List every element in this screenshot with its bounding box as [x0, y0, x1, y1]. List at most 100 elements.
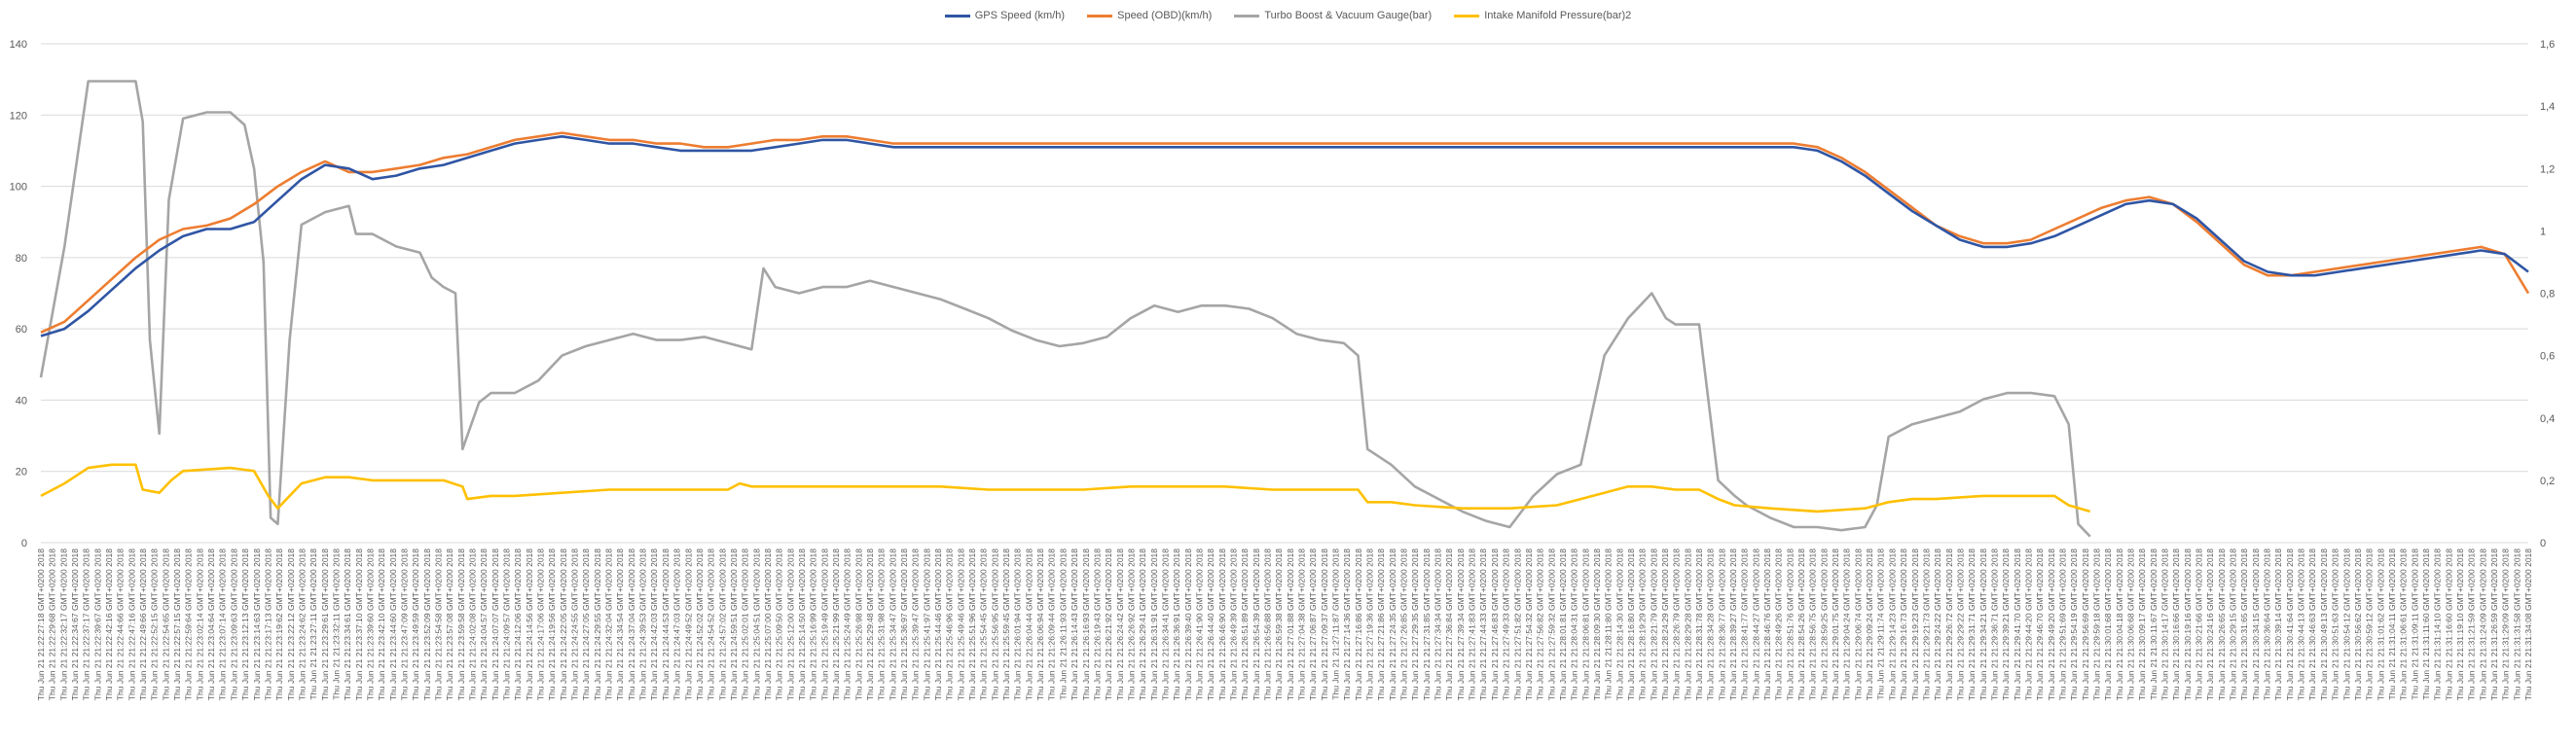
x-tick-label: Thu Jun 21 21:26:29:41 GMT+0200 2018	[1138, 549, 1147, 700]
x-tick-label: Thu Jun 21 21:22:49:66 GMT+0200 2018	[138, 549, 148, 700]
x-tick-label: Thu Jun 21 21:29:04:24 GMT+0200 2018	[1842, 549, 1852, 700]
x-tick-label: Thu Jun 21 21:28:14:30 GMT+0200 2018	[1615, 549, 1624, 700]
x-tick-label: Thu Jun 21 21:28:44:27 GMT+0200 2018	[1751, 549, 1760, 700]
x-tick-label: Thu Jun 21 21:24:04:57 GMT+0200 2018	[479, 549, 489, 700]
x-tick-label: Thu Jun 21 21:23:54:58 GMT+0200 2018	[433, 549, 443, 700]
obd-speed-line	[40, 131, 2530, 334]
x-tick-label: Thu Jun 21 21:26:09:44 GMT+0200 2018	[1047, 549, 1057, 700]
x-tick-label: Thu Jun 21 21:28:01:81 GMT+0200 2018	[1558, 549, 1568, 700]
x-tick-label: Thu Jun 21 21:23:29:61 GMT+0200 2018	[320, 549, 330, 700]
x-tick-label: Thu Jun 21 21:23:17:13 GMT+0200 2018	[263, 549, 272, 700]
x-tick-label: Thu Jun 21 21:22:47:16 GMT+0200 2018	[127, 549, 136, 700]
x-tick-label: Thu Jun 21 21:28:56:75 GMT+0200 2018	[1808, 549, 1818, 700]
x-tick-label: Thu Jun 21 21:27:14:36 GMT+0200 2018	[1342, 549, 1352, 700]
x-tick-label: Thu Jun 21 21:27:54:32 GMT+0200 2018	[1524, 549, 1534, 700]
x-tick-label: Thu Jun 21 21:31:29:09 GMT+0200 2018	[2501, 549, 2511, 700]
x-tick-label: Thu Jun 21 21:30:41:64 GMT+0200 2018	[2285, 549, 2295, 700]
x-tick-label: Thu Jun 21 21:31:11:60 GMT+0200 2018	[2421, 549, 2431, 700]
x-tick-label: Thu Jun 21 21:28:41:77 GMT+0200 2018	[1740, 549, 1750, 700]
x-tick-label: Thu Jun 21 21:29:26:72 GMT+0200 2018	[1944, 549, 1954, 700]
x-tick-label: Thu Jun 21 21:28:11:80 GMT+0200 2018	[1604, 549, 1614, 700]
legend-swatch-turbo-boost	[1234, 14, 1260, 18]
x-tick-label: Thu Jun 21 21:25:12:00 GMT+0200 2018	[785, 549, 795, 700]
x-tick-label: Thu Jun 21 21:30:06:68 GMT+0200 2018	[2126, 549, 2136, 700]
x-tick-label: Thu Jun 21 21:26:14:43 GMT+0200 2018	[1070, 549, 1079, 700]
x-tick-label: Thu Jun 21 21:31:24:09 GMT+0200 2018	[2478, 549, 2487, 700]
legend: GPS Speed (km/h) Speed (OBD)(km/h) Turbo…	[0, 10, 2576, 21]
legend-label-intake-manifold: Intake Manifold Pressure(bar)2	[1484, 10, 1632, 22]
x-tick-label: Thu Jun 21 21:23:39:60 GMT+0200 2018	[365, 549, 375, 700]
x-tick-label: Thu Jun 21 21:28:34:28 GMT+0200 2018	[1706, 549, 1716, 700]
x-tick-label: Thu Jun 21 21:22:52:15 GMT+0200 2018	[150, 549, 160, 700]
x-tick-label: Thu Jun 21 21:29:46:70 GMT+0200 2018	[2035, 549, 2045, 700]
x-tick-label: Thu Jun 21 21:31:19:10 GMT+0200 2018	[2455, 549, 2465, 700]
y2-tick-label: 1,2	[2540, 163, 2555, 175]
x-tick-label: Thu Jun 21 21:23:42:10 GMT+0200 2018	[377, 549, 386, 700]
x-tick-label: Thu Jun 21 21:28:39:27 GMT+0200 2018	[1728, 549, 1738, 700]
x-tick-label: Thu Jun 21 21:28:49:26 GMT+0200 2018	[1774, 549, 1784, 700]
y-tick-label: 80	[16, 253, 27, 265]
x-tick-label: Thu Jun 21 21:24:19:56 GMT+0200 2018	[547, 549, 557, 700]
x-tick-label: Thu Jun 21 21:31:26:59 GMT+0200 2018	[2489, 549, 2499, 700]
x-tick-label: Thu Jun 21 21:29:51:69 GMT+0200 2018	[2057, 549, 2067, 700]
x-tick-label: Thu Jun 21 21:23:22:12 GMT+0200 2018	[286, 549, 296, 700]
x-tick-label: Thu Jun 21 21:28:36:77 GMT+0200 2018	[1717, 549, 1726, 700]
x-tick-label: Thu Jun 21 21:25:34:47 GMT+0200 2018	[888, 549, 897, 700]
y-tick-label: 60	[16, 324, 27, 336]
turbo-boost-line	[39, 80, 2091, 538]
y-tick-label: 0	[21, 538, 27, 549]
x-tick-label: Thu Jun 21 21:22:57:15 GMT+0200 2018	[172, 549, 182, 700]
x-tick-label: Thu Jun 21 21:24:14:56 GMT+0200 2018	[525, 549, 534, 700]
x-tick-label: Thu Jun 21 21:31:14:10 GMT+0200 2018	[2433, 549, 2443, 700]
x-tick-label: Thu Jun 21 21:25:24:49 GMT+0200 2018	[843, 549, 853, 700]
x-tick-label: Thu Jun 21 21:29:19:23 GMT+0200 2018	[1910, 549, 1920, 700]
legend-swatch-obd-speed	[1087, 14, 1113, 18]
x-tick-label: Thu Jun 21 21:27:24:35 GMT+0200 2018	[1388, 549, 1397, 700]
legend-swatch-gps-speed	[944, 14, 970, 18]
x-tick-label: Thu Jun 21 21:28:09:30 GMT+0200 2018	[1592, 549, 1602, 700]
x-tick-label: Thu Jun 21 21:28:46:76 GMT+0200 2018	[1762, 549, 1772, 700]
x-tick-label: Thu Jun 21 21:30:44:13 GMT+0200 2018	[2297, 549, 2306, 700]
x-tick-label: Thu Jun 21 21:30:14:17 GMT+0200 2018	[2160, 549, 2170, 700]
y2-tick-label: 0,8	[2540, 289, 2555, 301]
x-tick-label: Thu Jun 21 21:26:26:92 GMT+0200 2018	[1126, 549, 1136, 700]
x-tick-label: Thu Jun 21 21:26:56:88 GMT+0200 2018	[1262, 549, 1272, 700]
x-tick-label: Thu Jun 21 21:24:52:02 GMT+0200 2018	[695, 549, 705, 700]
x-tick-label: Thu Jun 21 21:27:39:34 GMT+0200 2018	[1456, 549, 1466, 700]
legend-label-obd-speed: Speed (OBD)(km/h)	[1117, 10, 1213, 22]
x-tick-label: Thu Jun 21 21:30:01:68 GMT+0200 2018	[2103, 549, 2113, 700]
y-tick-label: 40	[16, 395, 27, 407]
x-tick-label: Thu Jun 21 21:25:44:46 GMT+0200 2018	[933, 549, 943, 700]
x-tick-label: Thu Jun 21 21:29:54:19 GMT+0200 2018	[2069, 549, 2079, 700]
x-tick-label: Thu Jun 21 21:29:49:20 GMT+0200 2018	[2047, 549, 2056, 700]
x-tick-label: Thu Jun 21 21:25:46:96 GMT+0200 2018	[945, 549, 955, 700]
x-tick-label: Thu Jun 21 21:31:01:62 GMT+0200 2018	[2376, 549, 2385, 700]
legend-item-turbo-boost: Turbo Boost & Vacuum Gauge(bar)	[1234, 10, 1432, 21]
x-tick-label: Thu Jun 21 21:30:54:12 GMT+0200 2018	[2341, 549, 2351, 700]
x-tick-label: Thu Jun 21 21:26:46:90 GMT+0200 2018	[1217, 549, 1227, 700]
x-tick-label: Thu Jun 21 21:27:21:86 GMT+0200 2018	[1376, 549, 1386, 700]
x-tick-label: Thu Jun 21 21:23:44:60 GMT+0200 2018	[388, 549, 398, 700]
x-tick-label: Thu Jun 21 21:30:21:66 GMT+0200 2018	[2195, 549, 2204, 700]
x-tick-label: Thu Jun 21 21:29:29:22 GMT+0200 2018	[1955, 549, 1965, 700]
x-tick-label: Thu Jun 21 21:24:22:05 GMT+0200 2018	[559, 549, 568, 700]
x-tick-label: Thu Jun 21 21:28:29:28 GMT+0200 2018	[1683, 549, 1692, 700]
x-tick-label: Thu Jun 21 21:27:09:37 GMT+0200 2018	[1320, 549, 1329, 700]
x-tick-label: Thu Jun 21 21:29:31:71 GMT+0200 2018	[1967, 549, 1977, 700]
x-tick-label: Thu Jun 21 21:27:59:32 GMT+0200 2018	[1546, 549, 1556, 700]
x-tick-label: Thu Jun 21 21:30:09:17 GMT+0200 2018	[2137, 549, 2147, 700]
x-tick-label: Thu Jun 21 21:28:31:78 GMT+0200 2018	[1694, 549, 1704, 700]
x-tick-label: Thu Jun 21 21:25:31:98 GMT+0200 2018	[877, 549, 887, 700]
x-tick-label: Thu Jun 21 21:30:04:18 GMT+0200 2018	[2115, 549, 2124, 700]
x-tick-label: Thu Jun 21 21:26:16:93 GMT+0200 2018	[1081, 549, 1091, 700]
x-tick-label: Thu Jun 21 21:24:39:53 GMT+0200 2018	[638, 549, 648, 700]
x-tick-label: Thu Jun 21 21:23:59:58 GMT+0200 2018	[456, 549, 466, 700]
x-tick-label: Thu Jun 21 21:25:07:00 GMT+0200 2018	[763, 549, 773, 700]
legend-item-gps-speed: GPS Speed (km/h)	[944, 10, 1065, 21]
x-tick-label: Thu Jun 21 21:26:39:40 GMT+0200 2018	[1183, 549, 1193, 700]
x-tick-label: Thu Jun 21 21:26:21:92 GMT+0200 2018	[1104, 549, 1113, 700]
x-tick-label: Thu Jun 21 21:23:37:10 GMT+0200 2018	[354, 549, 364, 700]
x-tick-label: Thu Jun 21 21:27:19:36 GMT+0200 2018	[1365, 549, 1375, 700]
x-tick-label: Thu Jun 21 21:29:14:23 GMT+0200 2018	[1887, 549, 1897, 700]
y2-tick-label: 1	[2540, 226, 2546, 237]
